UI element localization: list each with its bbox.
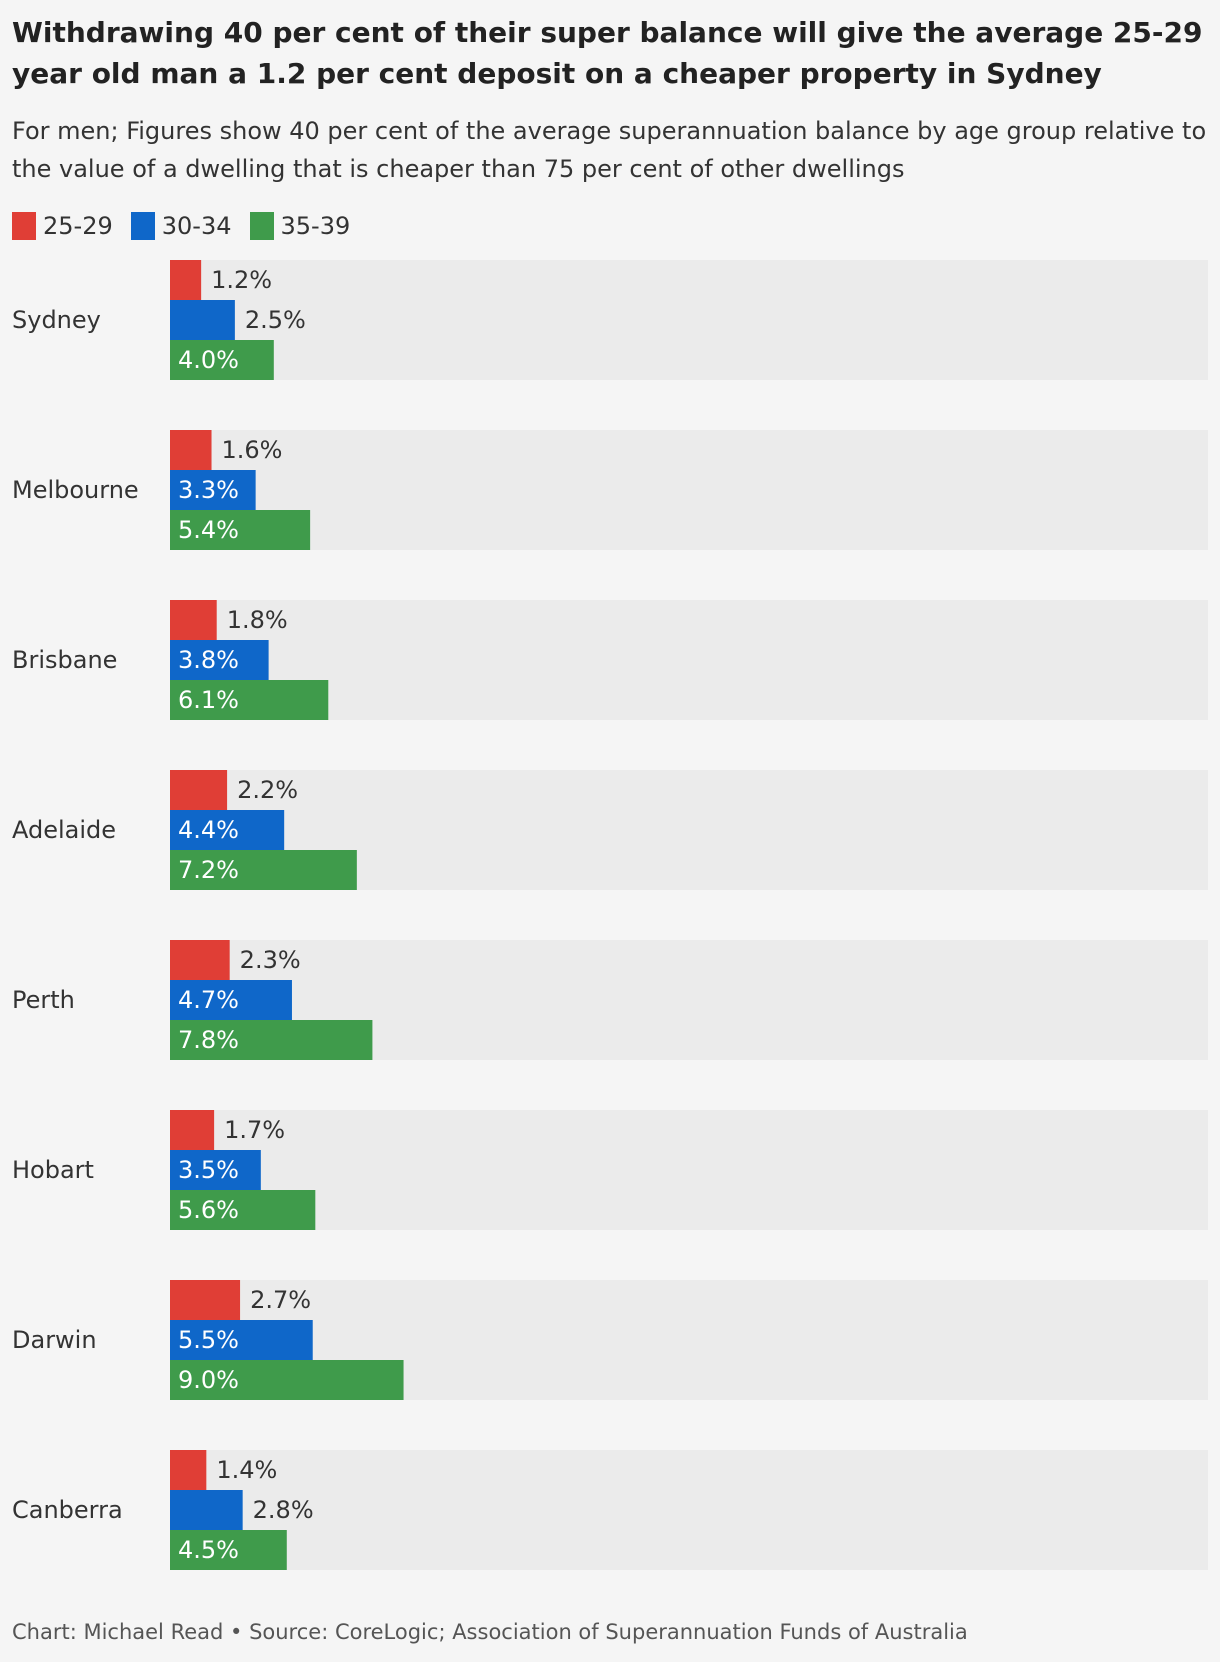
bar-chart: Sydney 1.2% 2.5%4.0% Melbourne 1.6% 3.3% 5.4% B…	[12, 260, 1208, 1570]
bar-canberra-25-29	[170, 1450, 207, 1490]
bar-track-sydney	[170, 260, 1208, 380]
city-label-darwin: Darwin	[12, 1326, 97, 1354]
legend-swatch-30-34	[130, 212, 155, 240]
value-label-brisbane-25-29: 1.8%	[227, 606, 288, 634]
value-label-adelaide-35-39: 7.2%	[178, 856, 239, 884]
bar-darwin-25-29	[170, 1280, 241, 1320]
bar-canberra-35-39	[170, 1530, 287, 1570]
value-label-brisbane-35-39: 6.1%	[178, 686, 239, 714]
bar-brisbane-35-39	[170, 680, 329, 720]
bar-hobart-35-39	[170, 1190, 316, 1230]
value-label-sydney-35-39: 4.0%	[178, 346, 239, 374]
city-label-adelaide: Adelaide	[12, 816, 116, 844]
city-group-canberra: Canberra 1.4% 2.8% 4.5%	[12, 1450, 1208, 1570]
bar-track-melbourne	[170, 430, 1208, 550]
value-label-sydney-25-29: 1.2%	[211, 266, 272, 294]
value-label-darwin-30-34: 5.5%	[178, 1326, 239, 1354]
city-label-perth: Perth	[12, 986, 75, 1014]
value-label-hobart-35-39: 5.6%	[178, 1196, 239, 1224]
legend-swatch-25-29	[12, 212, 36, 240]
bar-melbourne-35-39	[170, 510, 311, 550]
value-label-sydney-30-34: 2.5%	[245, 306, 306, 334]
value-label-hobart-30-34: 3.5%	[178, 1156, 239, 1184]
bar-perth-30-34	[170, 980, 292, 1020]
value-label-melbourne-35-39: 5.4%	[178, 516, 239, 544]
chart-subtitle: For men; Figures show 40 per cent of the…	[12, 117, 1207, 183]
value-label-brisbane-30-34: 3.8%	[178, 646, 239, 674]
city-label-sydney: Sydney	[12, 306, 101, 334]
bar-brisbane-25-29	[170, 600, 217, 640]
value-label-canberra-35-39: 4.5%	[178, 1536, 239, 1564]
chart-footer: Chart: Michael Read • Source: CoreLogic;…	[12, 1620, 968, 1644]
bar-adelaide-30-34	[170, 810, 285, 850]
bar-track-brisbane	[170, 600, 1208, 720]
bar-melbourne-30-34	[170, 470, 256, 510]
legend-swatch-35-39	[249, 212, 274, 240]
chart-title: Withdrawing 40 per cent of their super b…	[12, 16, 1203, 90]
value-label-melbourne-30-34: 3.3%	[178, 476, 239, 504]
value-label-hobart-25-29: 1.7%	[224, 1116, 285, 1144]
city-group-hobart: Hobart 1.7% 3.5% 5.6%	[12, 1110, 1208, 1230]
legend-item-35-39: 35-39	[249, 212, 351, 240]
city-label-canberra: Canberra	[12, 1496, 123, 1524]
bar-adelaide-25-29	[170, 770, 228, 810]
bar-canberra-30-34	[170, 1490, 243, 1530]
bar-darwin-30-34	[170, 1320, 313, 1360]
city-group-darwin: Darwin 2.7% 5.5% 9.0%	[12, 1280, 1208, 1400]
bar-track-hobart	[170, 1110, 1208, 1230]
city-label-brisbane: Brisbane	[12, 646, 117, 674]
city-group-adelaide: Adelaide 2.2% 4.4% 7.2%	[12, 770, 1208, 890]
bar-darwin-35-39	[170, 1360, 404, 1400]
value-label-adelaide-25-29: 2.2%	[237, 776, 298, 804]
city-label-hobart: Hobart	[12, 1156, 94, 1184]
bar-brisbane-30-34	[170, 640, 269, 680]
value-label-melbourne-25-29: 1.6%	[222, 436, 283, 464]
legend-label-25-29: 25-29	[43, 212, 113, 240]
legend-item-30-34: 30-34	[130, 212, 232, 240]
bar-hobart-25-29	[170, 1110, 215, 1150]
bar-hobart-30-34	[170, 1150, 261, 1190]
value-label-perth-35-39: 7.8%	[178, 1026, 239, 1054]
bar-perth-35-39	[170, 1020, 373, 1060]
city-group-sydney: Sydney 1.2% 2.5%4.0%	[12, 260, 1208, 380]
legend-label-30-34: 30-34	[161, 212, 232, 240]
city-group-melbourne: Melbourne 1.6% 3.3% 5.4%	[12, 430, 1208, 550]
bar-sydney-30-34	[170, 300, 235, 340]
city-label-melbourne: Melbourne	[12, 476, 139, 504]
bar-perth-25-29	[170, 940, 230, 980]
city-group-perth: Perth 2.3%4.7% 7.8%	[12, 940, 1208, 1060]
value-label-perth-25-29: 2.3%	[240, 946, 301, 974]
legend-label-35-39: 35-39	[280, 212, 351, 240]
bar-track-canberra	[170, 1450, 1208, 1570]
value-label-darwin-25-29: 2.7%	[250, 1286, 311, 1314]
value-label-perth-30-34: 4.7%	[178, 986, 239, 1014]
value-label-darwin-35-39: 9.0%	[178, 1366, 239, 1394]
city-group-brisbane: Brisbane 1.8% 3.8% 6.1%	[12, 600, 1208, 720]
legend-item-25-29: 25-29	[12, 212, 113, 240]
bar-sydney-35-39	[170, 340, 274, 380]
legend: 25-29 30-34 35-39	[12, 209, 368, 243]
value-label-adelaide-30-34: 4.4%	[178, 816, 239, 844]
bar-sydney-25-29	[170, 260, 202, 300]
bar-adelaide-35-39	[170, 850, 357, 890]
value-label-canberra-25-29: 1.4%	[216, 1456, 277, 1484]
value-label-canberra-30-34: 2.8%	[253, 1496, 314, 1524]
bar-melbourne-25-29	[170, 430, 212, 470]
